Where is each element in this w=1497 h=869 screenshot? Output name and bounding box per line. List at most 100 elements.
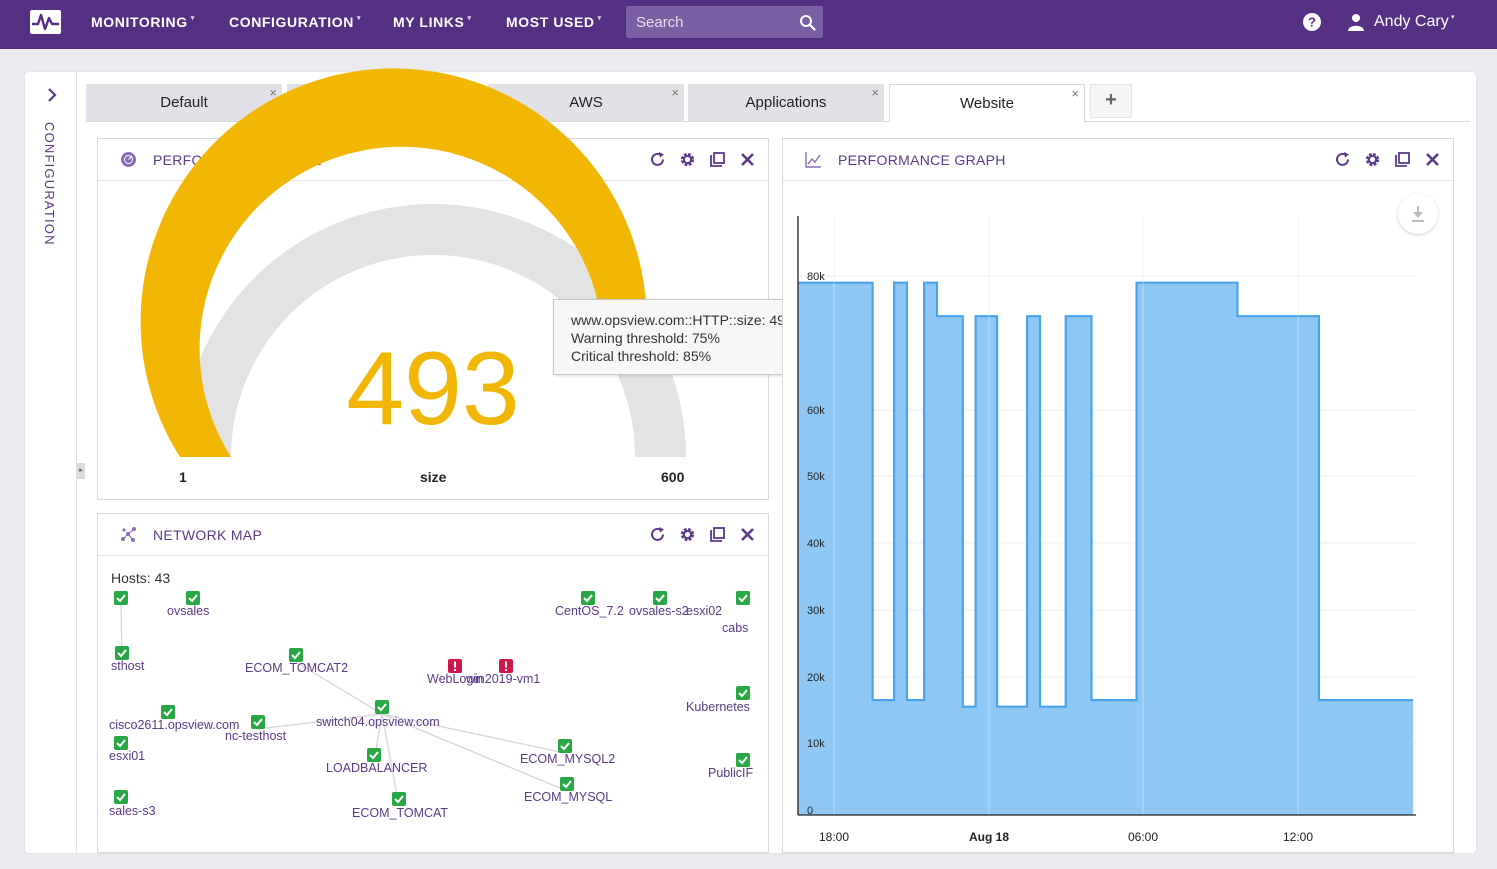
host-label[interactable]: win2019-vm1 [466, 672, 541, 686]
download-button[interactable] [1398, 194, 1438, 234]
widget-header: PERFORMANCE GAUGE [98, 139, 768, 181]
host-ok-icon[interactable] [114, 790, 128, 804]
close-icon[interactable]: × [1071, 86, 1079, 101]
refresh-icon[interactable] [1334, 151, 1351, 168]
tab-label: Azure [365, 94, 405, 111]
nav-monitoring[interactable]: MONITORING ▾ [91, 14, 195, 30]
nav-configuration[interactable]: CONFIGURATION ▾ [229, 14, 362, 30]
host-ok-icon[interactable] [736, 591, 750, 605]
tab-label: Applications [745, 94, 827, 111]
widget-title: PERFORMANCE GRAPH [838, 152, 1006, 168]
host-label[interactable]: WebLogin [427, 672, 484, 686]
host-label[interactable]: cisco2611.opsview.com [109, 718, 240, 732]
nav-my-links[interactable]: MY LINKS ▾ [393, 14, 472, 30]
host-ok-icon[interactable] [289, 648, 303, 662]
host-ok-icon[interactable] [736, 753, 750, 767]
top-navbar: MONITORING ▾ CONFIGURATION ▾ MY LINKS ▾ MOS… [0, 0, 1497, 49]
gauge-unit-label: size [420, 469, 447, 485]
tab-label: Website [960, 95, 1014, 112]
tab-divider [85, 121, 1470, 122]
host-label[interactable]: Kubernetes [686, 700, 750, 714]
host-ok-icon[interactable] [392, 792, 406, 806]
host-label[interactable]: ECOM_MYSQL [524, 790, 613, 804]
host-ok-icon[interactable] [375, 700, 389, 714]
opsview-logo-icon[interactable] [30, 10, 61, 34]
tab-applications[interactable]: Applications × [688, 84, 884, 121]
widget-header: PERFORMANCE GRAPH [783, 139, 1453, 181]
gear-icon[interactable] [679, 151, 696, 168]
host-label[interactable]: esxi01 [109, 749, 146, 763]
popout-icon[interactable] [709, 526, 726, 543]
close-icon[interactable]: × [871, 85, 879, 100]
refresh-icon[interactable] [649, 151, 666, 168]
search-icon[interactable] [799, 14, 816, 31]
widget-title: PERFORMANCE GAUGE [153, 152, 322, 168]
host-label[interactable]: ECOM_MYSQL2 [520, 752, 616, 766]
close-icon[interactable]: × [269, 85, 277, 100]
network-link [257, 713, 383, 730]
network-map-canvas[interactable]: ovsales sthost ECOM_TOMCAT2 WebLogin win2019… [97, 560, 768, 846]
host-ok-icon[interactable] [560, 777, 574, 791]
host-label[interactable]: cabs [722, 621, 749, 635]
host-label[interactable]: ovsales [167, 604, 210, 618]
host-label[interactable]: ECOM_TOMCAT [352, 806, 449, 820]
tab-aws[interactable]: AWS × [488, 84, 684, 121]
host-label[interactable]: ECOM_TOMCAT2 [245, 661, 349, 675]
close-icon[interactable]: × [470, 85, 478, 100]
gauge-max-label: 600 [661, 469, 685, 485]
tooltip-line: Warning threshold: 75% [571, 330, 720, 346]
chevron-down-icon[interactable]: ▾ [1451, 14, 1455, 21]
host-critical-icon[interactable] [448, 659, 462, 673]
network-map-widget: NETWORK MAP [97, 513, 769, 853]
config-sidebar [25, 72, 77, 853]
host-ok-icon[interactable] [558, 739, 572, 753]
host-ok-icon[interactable] [114, 736, 128, 750]
collapse-handle[interactable]: ▸ [77, 463, 85, 479]
refresh-icon[interactable] [649, 526, 666, 543]
svg-text:?: ? [1308, 15, 1316, 30]
tab-website[interactable]: Website × [889, 84, 1085, 122]
host-ok-icon[interactable] [581, 591, 595, 605]
host-ok-icon[interactable] [115, 646, 129, 660]
host-ok-icon[interactable] [186, 591, 200, 605]
tab-azure[interactable]: Azure × [287, 84, 483, 121]
close-icon[interactable]: × [671, 85, 679, 100]
sidebar-config-label[interactable]: CONFIGURATION [42, 122, 57, 246]
close-icon[interactable] [739, 526, 756, 543]
host-label[interactable]: LOADBALANCER [326, 761, 428, 775]
search-input[interactable] [626, 6, 791, 38]
close-icon[interactable] [739, 151, 756, 168]
host-label[interactable]: PublicIF [708, 766, 754, 780]
popout-icon[interactable] [709, 151, 726, 168]
host-ok-icon[interactable] [653, 591, 667, 605]
host-label[interactable]: nc-testhost [225, 729, 287, 743]
host-label[interactable]: sales-s3 [109, 804, 156, 818]
user-icon[interactable] [1348, 13, 1364, 31]
host-ok-icon[interactable] [161, 705, 175, 719]
host-ok-icon[interactable] [114, 591, 128, 605]
host-ok-icon[interactable] [736, 686, 750, 700]
host-ok-icon[interactable] [251, 715, 265, 729]
close-icon[interactable] [1424, 151, 1441, 168]
host-label[interactable]: CentOS_7.2 [555, 604, 624, 618]
user-name[interactable]: Andy Cary [1374, 13, 1449, 30]
host-label[interactable]: sthost [111, 659, 145, 673]
chevron-right-icon[interactable] [45, 86, 59, 104]
widget-title: NETWORK MAP [153, 527, 263, 543]
gear-icon[interactable] [1364, 151, 1381, 168]
host-ok-icon[interactable] [367, 748, 381, 762]
popout-icon[interactable] [1394, 151, 1411, 168]
gauge-icon [121, 152, 136, 167]
host-label[interactable]: ovsales-s2 [629, 604, 689, 618]
gear-icon[interactable] [679, 526, 696, 543]
network-link [381, 713, 400, 807]
help-icon[interactable]: ? [1303, 13, 1321, 31]
host-critical-icon[interactable] [499, 659, 513, 673]
line-chart-icon [805, 152, 821, 168]
add-tab-button[interactable]: + [1090, 84, 1132, 118]
tab-default[interactable]: Default × [86, 84, 282, 121]
nav-most-used[interactable]: MOST USED ▾ [506, 14, 602, 30]
network-icon [121, 527, 136, 542]
host-label[interactable]: switch04.opsview.com [316, 715, 440, 729]
host-label[interactable]: esxi02 [686, 604, 723, 618]
